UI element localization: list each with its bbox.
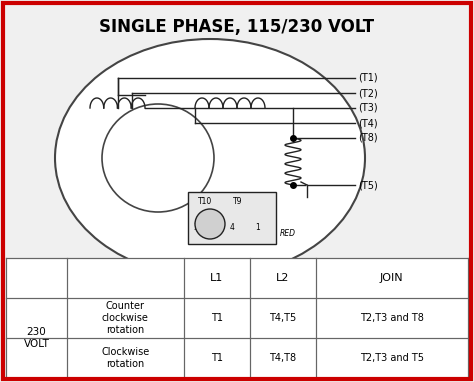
Text: 1: 1 <box>255 222 260 231</box>
Text: JOIN: JOIN <box>380 273 404 283</box>
Text: L2: L2 <box>276 273 290 283</box>
Text: T1: T1 <box>210 313 223 323</box>
Text: (T4): (T4) <box>358 118 378 128</box>
FancyBboxPatch shape <box>6 258 468 378</box>
Text: 230
VOLT: 230 VOLT <box>24 327 49 349</box>
Text: T4,T8: T4,T8 <box>269 353 296 363</box>
Text: Clockwise
rotation: Clockwise rotation <box>101 347 149 369</box>
Text: T2,T3 and T5: T2,T3 and T5 <box>360 353 424 363</box>
Text: 4: 4 <box>229 222 235 231</box>
Text: RED: RED <box>280 230 296 238</box>
Text: T9: T9 <box>233 197 243 207</box>
Text: (T3): (T3) <box>358 103 378 113</box>
Text: (T8): (T8) <box>358 133 378 143</box>
Text: L1: L1 <box>210 273 223 283</box>
FancyBboxPatch shape <box>188 192 276 244</box>
Text: (T5): (T5) <box>358 180 378 190</box>
Ellipse shape <box>102 104 214 212</box>
Text: T10: T10 <box>198 197 212 207</box>
Ellipse shape <box>195 209 225 239</box>
Text: 3: 3 <box>193 222 199 231</box>
Text: T1: T1 <box>210 353 223 363</box>
Text: T2,T3 and T8: T2,T3 and T8 <box>360 313 424 323</box>
Text: SINGLE PHASE, 115/230 VOLT: SINGLE PHASE, 115/230 VOLT <box>100 18 374 36</box>
Text: (T1): (T1) <box>358 73 378 83</box>
Text: (T2): (T2) <box>358 88 378 98</box>
Ellipse shape <box>55 39 365 277</box>
Text: Counter
clockwise
rotation: Counter clockwise rotation <box>102 301 149 335</box>
Text: T4,T5: T4,T5 <box>269 313 296 323</box>
